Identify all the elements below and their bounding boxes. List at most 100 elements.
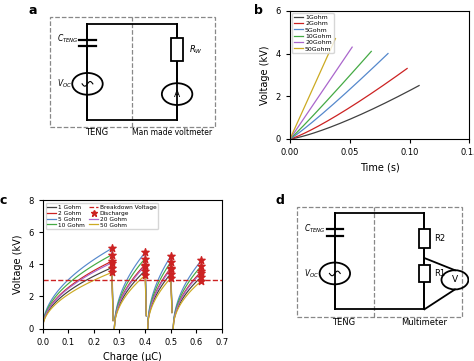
5Gohm bbox=[347, 87, 353, 91]
5Gohm bbox=[385, 51, 391, 56]
1Gohm bbox=[416, 83, 422, 88]
10Gohm bbox=[356, 64, 361, 68]
Point bbox=[108, 270, 116, 275]
Text: Multimeter: Multimeter bbox=[401, 318, 447, 327]
Line: 5Gohm: 5Gohm bbox=[290, 53, 388, 139]
50Gohm bbox=[287, 137, 293, 141]
Point bbox=[141, 256, 149, 261]
50Gohm bbox=[326, 52, 331, 57]
Y-axis label: Voltage (kV): Voltage (kV) bbox=[13, 235, 23, 294]
20Gohm bbox=[287, 136, 293, 141]
1Gohm bbox=[288, 137, 293, 141]
X-axis label: Charge (μC): Charge (μC) bbox=[103, 352, 162, 361]
5Gohm bbox=[376, 60, 382, 65]
Y-axis label: Voltage (kV): Voltage (kV) bbox=[260, 45, 270, 105]
50Gohm bbox=[314, 77, 320, 81]
20Gohm bbox=[344, 53, 349, 58]
X-axis label: Time (s): Time (s) bbox=[360, 162, 400, 173]
Text: TENG: TENG bbox=[85, 128, 108, 137]
20Gohm bbox=[324, 82, 330, 86]
Point bbox=[198, 263, 205, 269]
Legend: 1 Gohm, 2 Gohm, 5 Gohm, 10 Gohm, Breakdown Voltage, Discharge, 20 Gohm, 50 Gohm: 1 Gohm, 2 Gohm, 5 Gohm, 10 Gohm, Breakdo… bbox=[46, 203, 158, 229]
Text: R2: R2 bbox=[434, 234, 446, 243]
Point bbox=[108, 260, 116, 266]
10Gohm bbox=[368, 49, 374, 53]
50Gohm bbox=[333, 36, 338, 41]
1Gohm bbox=[287, 137, 293, 141]
Text: V: V bbox=[452, 275, 458, 284]
2Gohm bbox=[404, 66, 410, 71]
5Gohm bbox=[346, 88, 351, 93]
Point bbox=[141, 263, 149, 269]
Point bbox=[141, 268, 149, 274]
Text: $R_W$: $R_W$ bbox=[189, 43, 202, 56]
2Gohm bbox=[287, 137, 293, 141]
Point bbox=[198, 270, 205, 275]
5Gohm bbox=[345, 89, 351, 93]
Text: $C_{TENG}$: $C_{TENG}$ bbox=[57, 33, 79, 45]
20Gohm bbox=[287, 137, 293, 141]
5Gohm bbox=[370, 66, 375, 70]
2Gohm bbox=[356, 99, 362, 104]
Point bbox=[167, 259, 174, 265]
50Gohm bbox=[314, 77, 320, 82]
Point bbox=[198, 269, 205, 274]
Point bbox=[167, 266, 174, 272]
Point bbox=[108, 252, 116, 258]
Text: $V_{OC}$: $V_{OC}$ bbox=[57, 78, 72, 90]
Line: 20Gohm: 20Gohm bbox=[290, 47, 352, 139]
Text: TENG: TENG bbox=[332, 318, 356, 327]
2Gohm bbox=[357, 99, 363, 103]
Text: a: a bbox=[28, 4, 37, 17]
Point bbox=[167, 275, 174, 281]
Point bbox=[141, 273, 149, 278]
5Gohm bbox=[288, 136, 293, 141]
Line: 2Gohm: 2Gohm bbox=[290, 69, 407, 139]
50Gohm bbox=[328, 46, 334, 50]
20Gohm bbox=[325, 81, 331, 85]
Point bbox=[167, 265, 174, 271]
Text: R1: R1 bbox=[434, 269, 446, 278]
Text: Man made voltmeter: Man made voltmeter bbox=[132, 128, 212, 137]
Text: A: A bbox=[174, 90, 180, 99]
Bar bbox=[419, 229, 430, 248]
Point bbox=[141, 249, 149, 255]
2Gohm bbox=[386, 79, 392, 84]
2Gohm bbox=[288, 137, 293, 141]
Point bbox=[198, 278, 205, 284]
Text: b: b bbox=[254, 4, 263, 17]
1Gohm bbox=[366, 109, 372, 113]
1Gohm bbox=[396, 94, 401, 98]
50Gohm bbox=[315, 75, 320, 80]
10Gohm bbox=[337, 84, 343, 89]
Line: 10Gohm: 10Gohm bbox=[290, 51, 371, 139]
1Gohm bbox=[404, 90, 410, 94]
Text: c: c bbox=[0, 194, 7, 207]
Text: d: d bbox=[276, 194, 284, 207]
20Gohm bbox=[339, 60, 345, 64]
2Gohm bbox=[393, 74, 399, 78]
10Gohm bbox=[361, 58, 366, 62]
10Gohm bbox=[287, 136, 293, 141]
10Gohm bbox=[335, 86, 341, 91]
Point bbox=[167, 253, 174, 259]
1Gohm bbox=[364, 110, 369, 114]
2Gohm bbox=[359, 98, 365, 102]
Point bbox=[198, 274, 205, 280]
20Gohm bbox=[349, 45, 355, 49]
Point bbox=[108, 258, 116, 264]
Text: $V_{OC}$: $V_{OC}$ bbox=[304, 267, 319, 280]
Bar bbox=[171, 38, 183, 61]
5Gohm bbox=[287, 137, 293, 141]
Point bbox=[167, 271, 174, 277]
Text: $C_{TENG}$: $C_{TENG}$ bbox=[304, 222, 326, 235]
Legend: 1Gohm, 2Gohm, 5Gohm, 10Gohm, 20Gohm, 50Gohm: 1Gohm, 2Gohm, 5Gohm, 10Gohm, 20Gohm, 50G… bbox=[292, 13, 334, 53]
Point bbox=[108, 265, 116, 270]
20Gohm bbox=[324, 82, 329, 87]
10Gohm bbox=[287, 137, 293, 141]
10Gohm bbox=[336, 86, 341, 90]
1Gohm bbox=[364, 110, 370, 114]
Point bbox=[141, 262, 149, 268]
50Gohm bbox=[287, 136, 293, 141]
Point bbox=[108, 245, 116, 251]
